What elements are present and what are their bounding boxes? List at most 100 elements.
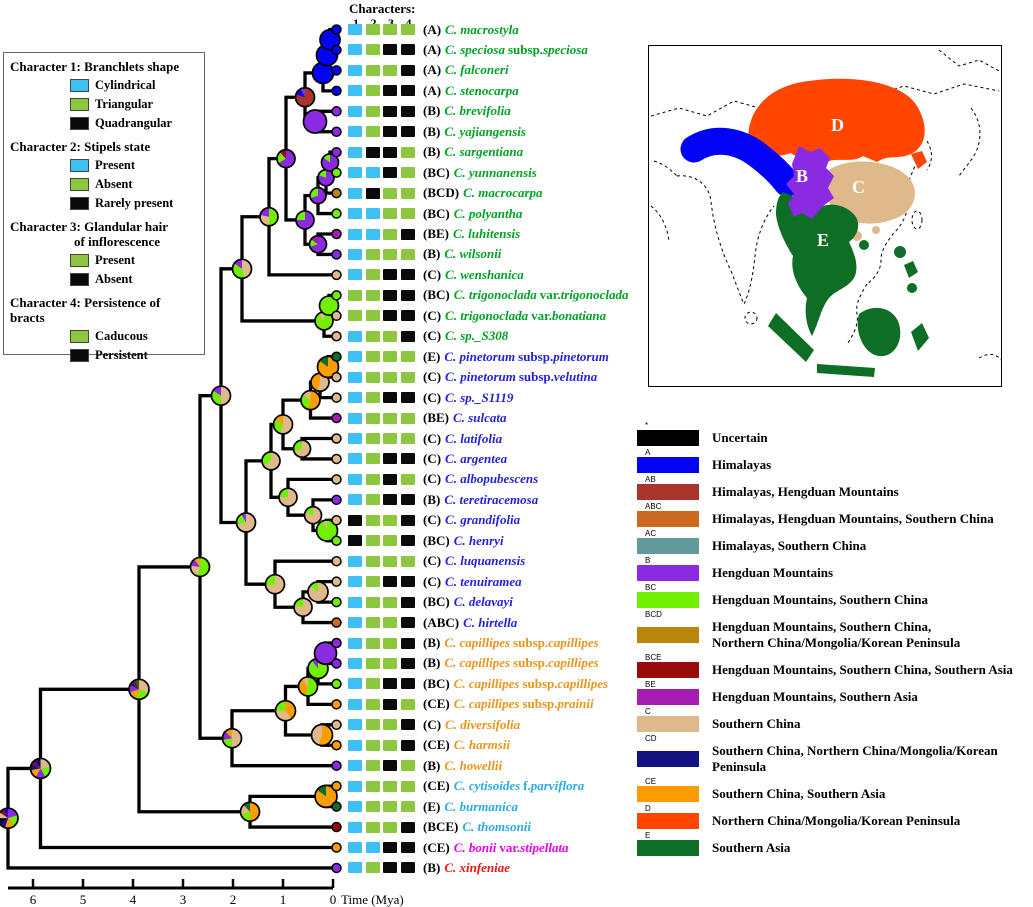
species-row: (CE) C. harmsii (348, 737, 510, 753)
species-name-italic-part: C. sulcata (453, 410, 507, 426)
map-label-B: B (796, 166, 808, 186)
region-legend-item: E Southern Asia (637, 831, 1033, 856)
map-region-E-luzon (894, 246, 906, 258)
region-legend-item: CD Southern China, Northern China/Mongoli… (637, 734, 1033, 775)
region-row: Himalayas (637, 457, 1033, 473)
tree-branch (248, 811, 335, 829)
region-color-swatch (637, 511, 699, 527)
map-label-E: E (817, 230, 829, 250)
character-3-state-square (383, 678, 397, 690)
character-3-state-square (383, 555, 397, 567)
character-1-state-square (348, 453, 362, 465)
character-4-state-square (400, 821, 415, 833)
species-name-italic-part: C. sp._S308 (445, 328, 509, 344)
state-label: Present (95, 253, 136, 267)
character-state-item: Absent (70, 272, 198, 287)
region-label: Southern China, Southern Asia (712, 786, 886, 801)
species-name: C. xinfeniae (444, 860, 510, 876)
species-row: (A) C. falconeri (348, 62, 509, 78)
tree-tip-dots (331, 24, 342, 874)
species-name-italic-part: C. capillipes (453, 675, 520, 691)
species-row: (B) C. xinfeniae (348, 860, 510, 876)
species-row: (C) C. tenuiramea (348, 574, 522, 589)
character-4-state-square (400, 248, 415, 260)
tip-area-dot (331, 208, 342, 219)
species-name-italic-part: C. polyantha (453, 205, 523, 221)
ancestral-area-pie (259, 206, 279, 227)
character-3-state-square (383, 473, 397, 485)
species-name: C. brevifolia (444, 103, 510, 119)
species-row: (C) C. wenshanica (348, 267, 524, 283)
species-name-italic-part: C. capillipes (444, 635, 511, 650)
ancestral-area-pie (302, 109, 328, 134)
tip-area-dot (331, 331, 342, 342)
area-code-label: (CE) (423, 696, 450, 712)
area-code-label: (A) (423, 41, 442, 57)
species-name-rank-part: subsp. (522, 675, 558, 691)
region-row: Southern Asia (637, 840, 1033, 856)
species-name-italic-part: C. cytisoides (453, 778, 521, 794)
region-legend-item: CE Southern China, Southern Asia (637, 777, 1033, 802)
character-3-state-square (383, 310, 397, 322)
char-col-1: 1 (353, 16, 359, 30)
area-code-label: (C) (423, 512, 442, 528)
area-code-label: (BCD) (423, 185, 460, 201)
state-color-swatch (70, 330, 89, 343)
region-code: E (645, 831, 651, 840)
character-1-state-square (348, 187, 362, 199)
region-legend-item: A Himalayas (637, 448, 1033, 473)
region-label: Northern China/Mongolia/Korean Peninsula (712, 813, 961, 828)
character-4-state-square (400, 760, 415, 772)
character-3-state-square (383, 596, 397, 608)
species-name: C. falconeri (445, 62, 509, 78)
species-row: (BC) C. trigonoclada var.trigonoclada (348, 287, 629, 302)
character-1-state-square (348, 473, 362, 485)
char-col-2: 2 (370, 16, 377, 30)
species-row: (A) C. macrostyla (348, 21, 519, 37)
region-row: Himalayas, Hengduan Mountains (637, 484, 1033, 500)
character-4-state-square (400, 310, 415, 322)
character-2-state-square (365, 698, 380, 710)
species-name-italic-part: C. teretiracemosa (444, 491, 539, 507)
character-2-state-square (365, 289, 380, 301)
region-label: Uncertain (712, 430, 768, 445)
character-2-state-square (365, 760, 380, 772)
species-name-italic-part: C. grandifolia (445, 512, 521, 528)
biogeography-map: A B C D E (648, 45, 1002, 387)
character-3-state-square (383, 760, 397, 772)
character-3-state-square (383, 453, 397, 465)
character-3-state-square (383, 44, 397, 56)
state-label: Caducous (95, 329, 148, 343)
ancestral-area-pie (221, 727, 243, 749)
species-row: (A) C. stenocarpa (348, 83, 519, 98)
state-label: Quadrangular (95, 116, 173, 130)
state-color-swatch (70, 349, 89, 362)
state-label: Triangular (95, 97, 154, 111)
species-name-italic-part: C. latifolia (445, 430, 503, 446)
state-color-swatch (70, 273, 89, 286)
character-1-state-square (348, 392, 362, 404)
species-name: C. polyantha (454, 206, 523, 222)
map-region-E-philippines (904, 261, 918, 278)
ancestral-area-pie (189, 556, 211, 578)
ancestral-area-pie (231, 258, 253, 280)
species-name-italic-part: C. delavayi (453, 594, 513, 610)
region-color-swatch (637, 538, 699, 554)
species-row: (B) C. sargentiana (348, 144, 523, 159)
state-color-swatch (70, 254, 89, 267)
species-name: C. harmsii (454, 737, 510, 753)
species-row: (B) C. teretiracemosa (348, 491, 539, 507)
species-name-italic-part: C. harmsii (453, 737, 511, 753)
species-name: C. wenshanica (445, 267, 524, 283)
species-name-italic-part: prainii (557, 696, 594, 712)
character-4-state-square (400, 801, 415, 813)
character-1-state-square (348, 739, 362, 751)
character-3-state-square (383, 24, 397, 35)
character-3-state-square (383, 248, 397, 260)
area-code-label: (A) (423, 21, 442, 37)
character-2-state-square (365, 678, 380, 690)
state-color-swatch (70, 117, 89, 130)
species-name-italic-part: C. diversifolia (445, 716, 521, 732)
area-code-label: (B) (423, 491, 441, 507)
